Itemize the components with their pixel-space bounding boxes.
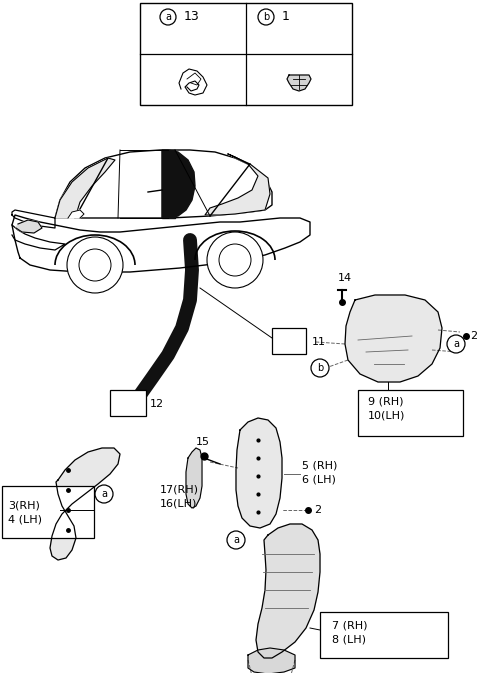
Text: 2: 2 [470,331,477,341]
Text: 3(RH)
4 (LH): 3(RH) 4 (LH) [8,500,42,524]
Text: a: a [101,489,107,499]
Circle shape [207,232,263,288]
Text: 14: 14 [338,273,352,283]
Text: 17(RH)
16(LH): 17(RH) 16(LH) [160,484,199,508]
Text: b: b [317,363,323,373]
Circle shape [311,359,329,377]
Polygon shape [12,215,310,272]
Polygon shape [55,150,272,218]
Polygon shape [287,75,311,91]
Bar [358,390,463,436]
Text: a: a [233,535,239,545]
Text: 5 (RH)
6 (LH): 5 (RH) 6 (LH) [302,460,337,484]
Bar [2,486,94,538]
Polygon shape [248,648,295,673]
Bar [272,328,306,354]
Polygon shape [162,150,195,218]
Polygon shape [256,524,320,658]
Text: 2: 2 [314,505,321,515]
Polygon shape [16,220,42,233]
Polygon shape [68,210,84,218]
Polygon shape [50,448,120,560]
Text: a: a [453,339,459,349]
Polygon shape [186,448,202,508]
Text: 12: 12 [150,399,164,409]
Text: 13: 13 [184,11,200,24]
Text: b: b [263,12,269,22]
Circle shape [160,9,176,25]
Bar [320,612,448,658]
Circle shape [447,335,465,353]
Circle shape [227,531,245,549]
Text: 15: 15 [196,437,210,447]
Circle shape [67,237,123,293]
Circle shape [258,9,274,25]
Polygon shape [12,225,65,250]
Text: 1: 1 [282,11,290,24]
Bar [140,3,352,105]
Polygon shape [55,158,115,218]
Polygon shape [205,154,270,215]
Polygon shape [236,418,282,528]
Text: 9 (RH)
10(LH): 9 (RH) 10(LH) [368,396,406,420]
Text: 7 (RH)
8 (LH): 7 (RH) 8 (LH) [332,620,368,644]
Bar [110,390,146,416]
Polygon shape [12,210,55,228]
Text: a: a [165,12,171,22]
Text: 11: 11 [312,337,326,347]
Polygon shape [345,295,442,382]
Circle shape [95,485,113,503]
